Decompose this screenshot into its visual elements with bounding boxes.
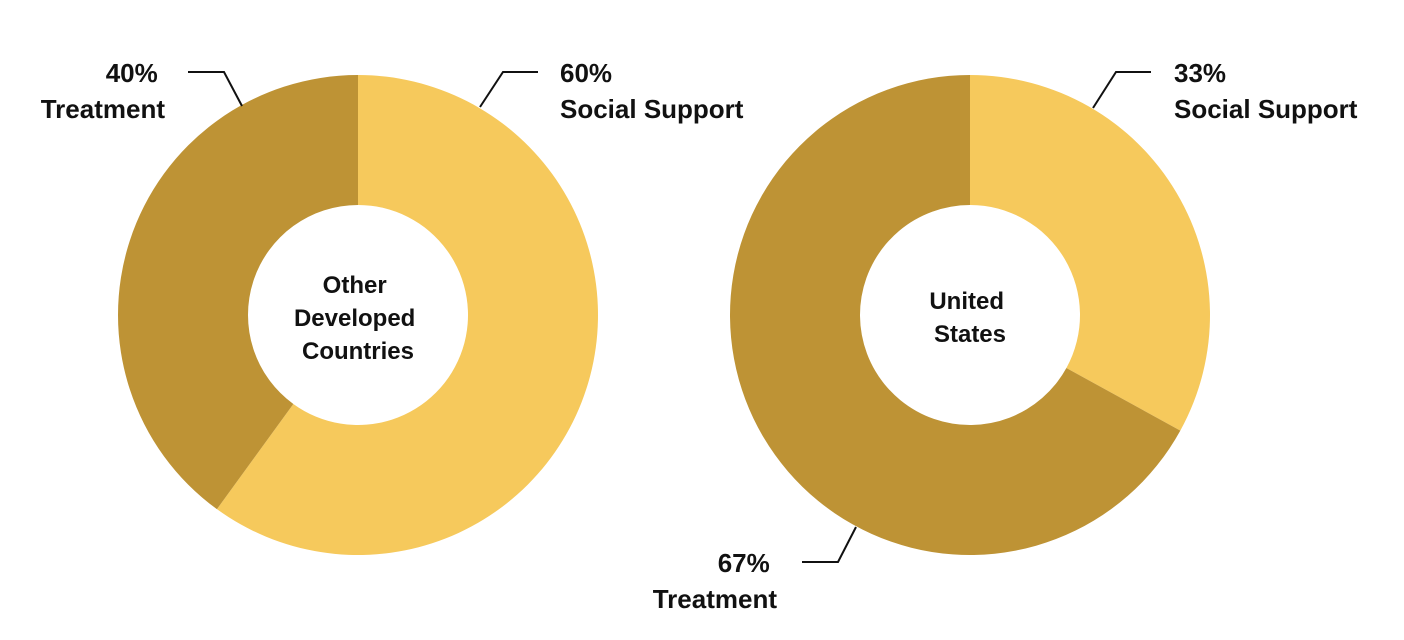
slice-treatment [117, 75, 358, 510]
slice-treatment [730, 75, 1181, 555]
center-label: United States [929, 288, 1010, 348]
data-label-treatment: 40% Treatment [41, 58, 166, 124]
slice-social-support [970, 75, 1210, 431]
donut-chart-other-developed: Other Developed Countries 60% Social Sup… [41, 58, 744, 555]
data-label-social-support: 33% Social Support [1174, 58, 1358, 124]
donut-chart-united-states: United States 33% Social Support 67% Tre… [653, 58, 1358, 614]
leader-line-treatment [802, 526, 857, 563]
data-label-social-support: 60% Social Support [560, 58, 744, 124]
slice-social-support [216, 75, 599, 555]
leader-line-social-support [1092, 71, 1151, 109]
data-label-treatment: 67% Treatment [653, 548, 778, 614]
leader-line-treatment [188, 71, 243, 107]
center-label: Other Developed Countries [294, 272, 422, 365]
leader-line-social-support [479, 71, 538, 108]
